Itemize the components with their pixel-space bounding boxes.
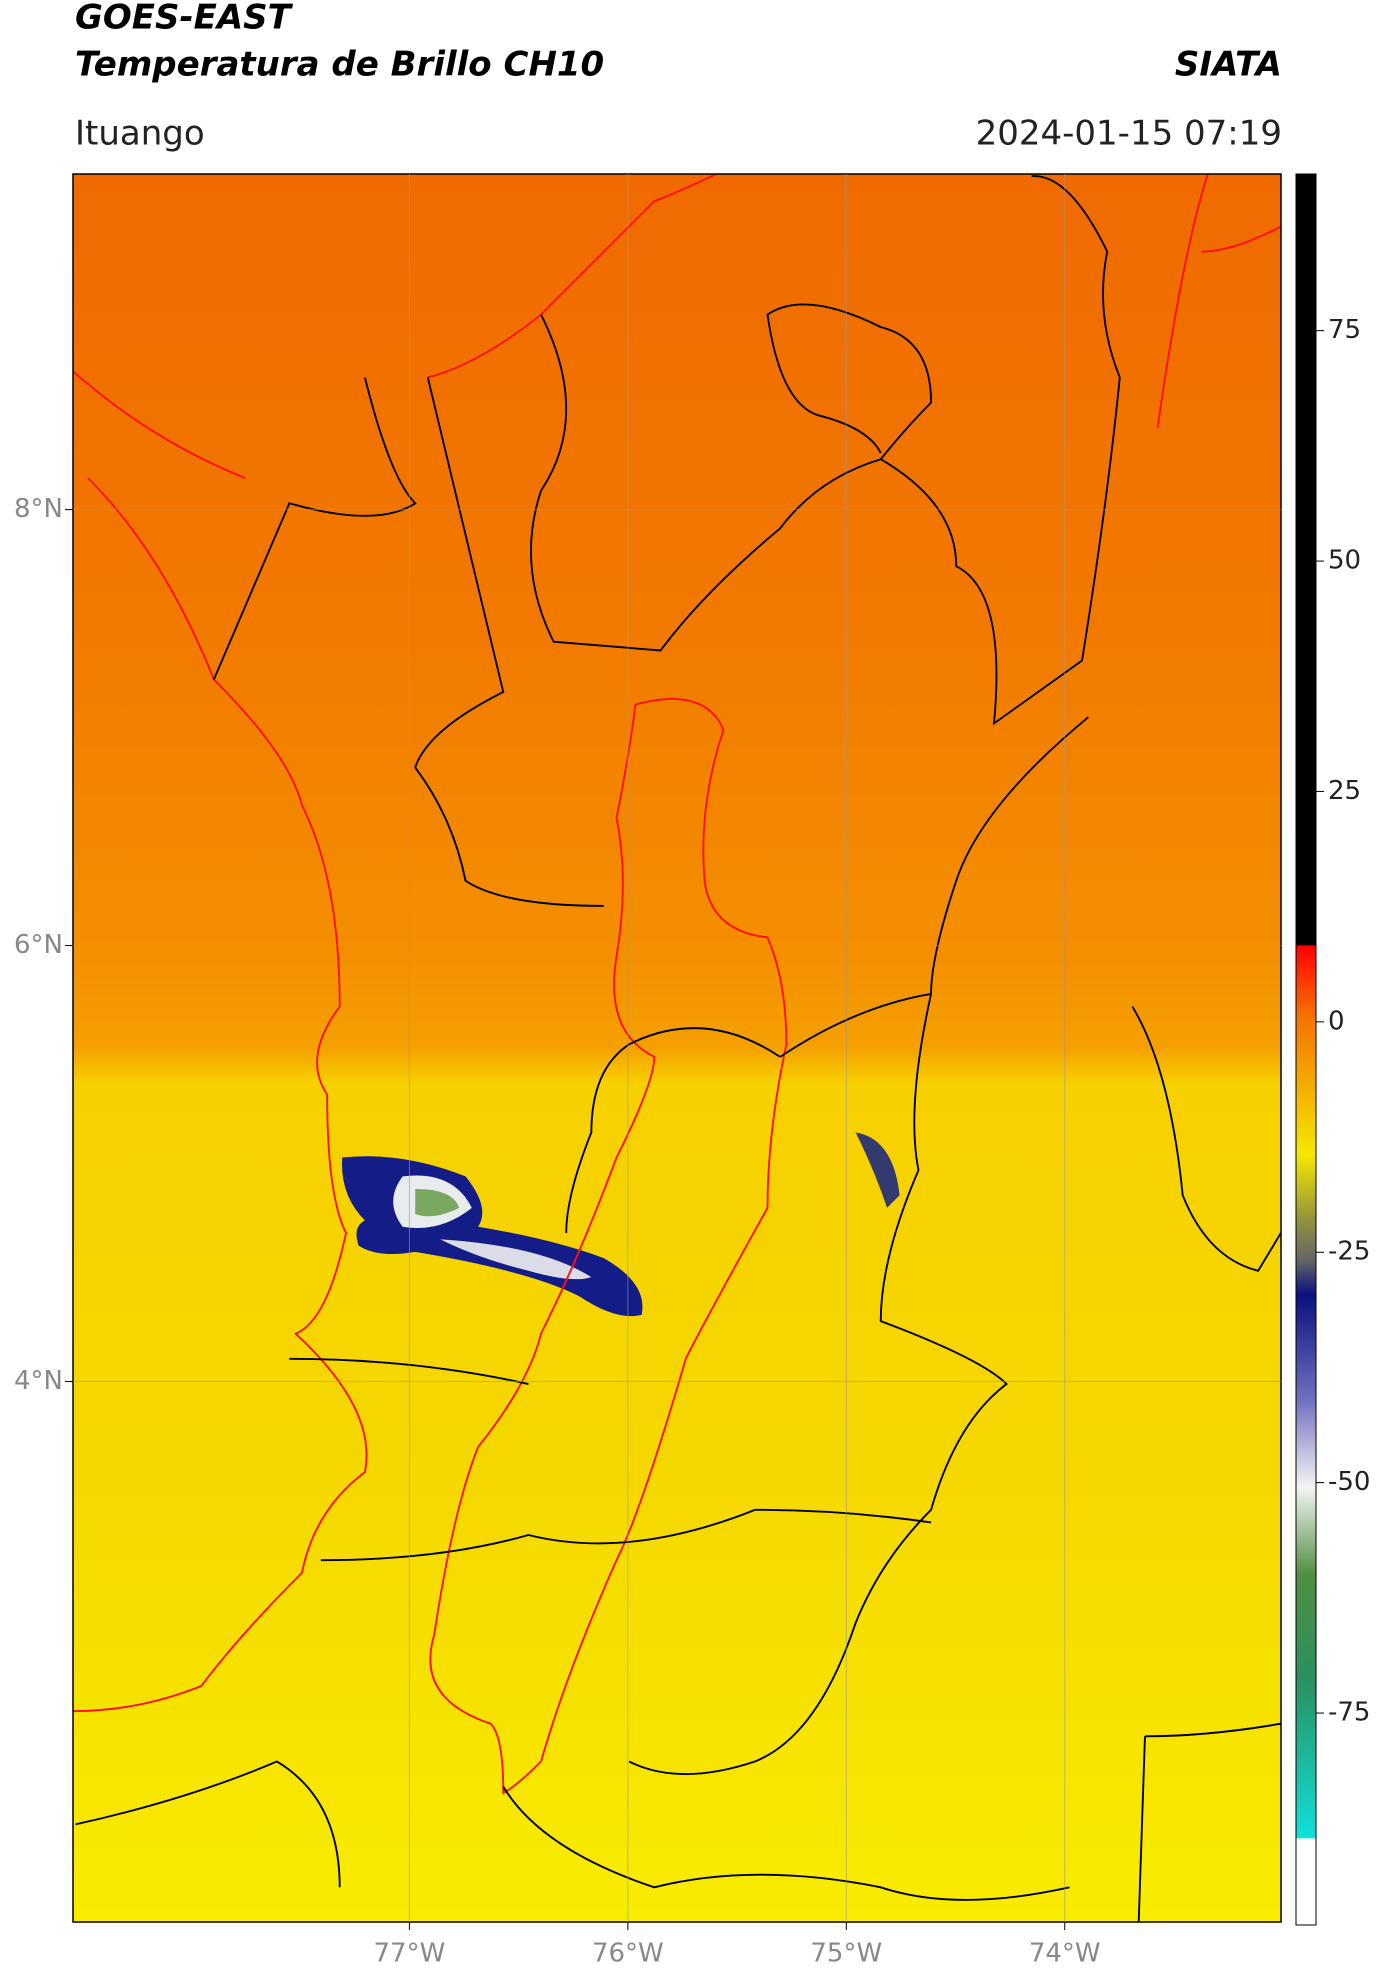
cloud-top bbox=[440, 1239, 592, 1280]
x-tick-label: 75°W bbox=[810, 1939, 882, 1969]
location: Ituango bbox=[75, 114, 205, 154]
coast bbox=[73, 174, 1281, 1713]
colorbar-label: -25 bbox=[1328, 1237, 1370, 1267]
colorbar-label: 75 bbox=[1328, 315, 1361, 345]
title: GOES-EAST bbox=[75, 0, 294, 38]
boundary bbox=[75, 175, 1281, 1922]
colorbar-label: 25 bbox=[1328, 776, 1361, 806]
colorbar-label: -50 bbox=[1328, 1467, 1370, 1497]
source: SIATA bbox=[1175, 45, 1282, 85]
colorbar bbox=[1295, 173, 1317, 1926]
y-tick-label: 4°N bbox=[14, 1366, 63, 1396]
subtitle: Temperatura de Brillo CH10 bbox=[75, 45, 604, 85]
map bbox=[73, 174, 1281, 1922]
timestamp: 2024-01-15 07:19 bbox=[976, 114, 1282, 154]
x-tick-label: 77°W bbox=[374, 1939, 446, 1969]
cloud bbox=[855, 1132, 900, 1208]
y-tick-label: 8°N bbox=[14, 494, 63, 524]
y-tick-label: 6°N bbox=[14, 930, 63, 960]
x-tick-label: 74°W bbox=[1029, 1939, 1101, 1969]
colorbar-label: 50 bbox=[1328, 546, 1361, 576]
colorbar-label: -75 bbox=[1328, 1698, 1370, 1728]
colorbar-label: 0 bbox=[1328, 1006, 1345, 1036]
features bbox=[73, 174, 1281, 1922]
field bbox=[73, 174, 1281, 1922]
x-tick-label: 76°W bbox=[592, 1939, 664, 1969]
map-frame bbox=[72, 173, 1282, 1923]
cloud-core bbox=[415, 1188, 460, 1217]
